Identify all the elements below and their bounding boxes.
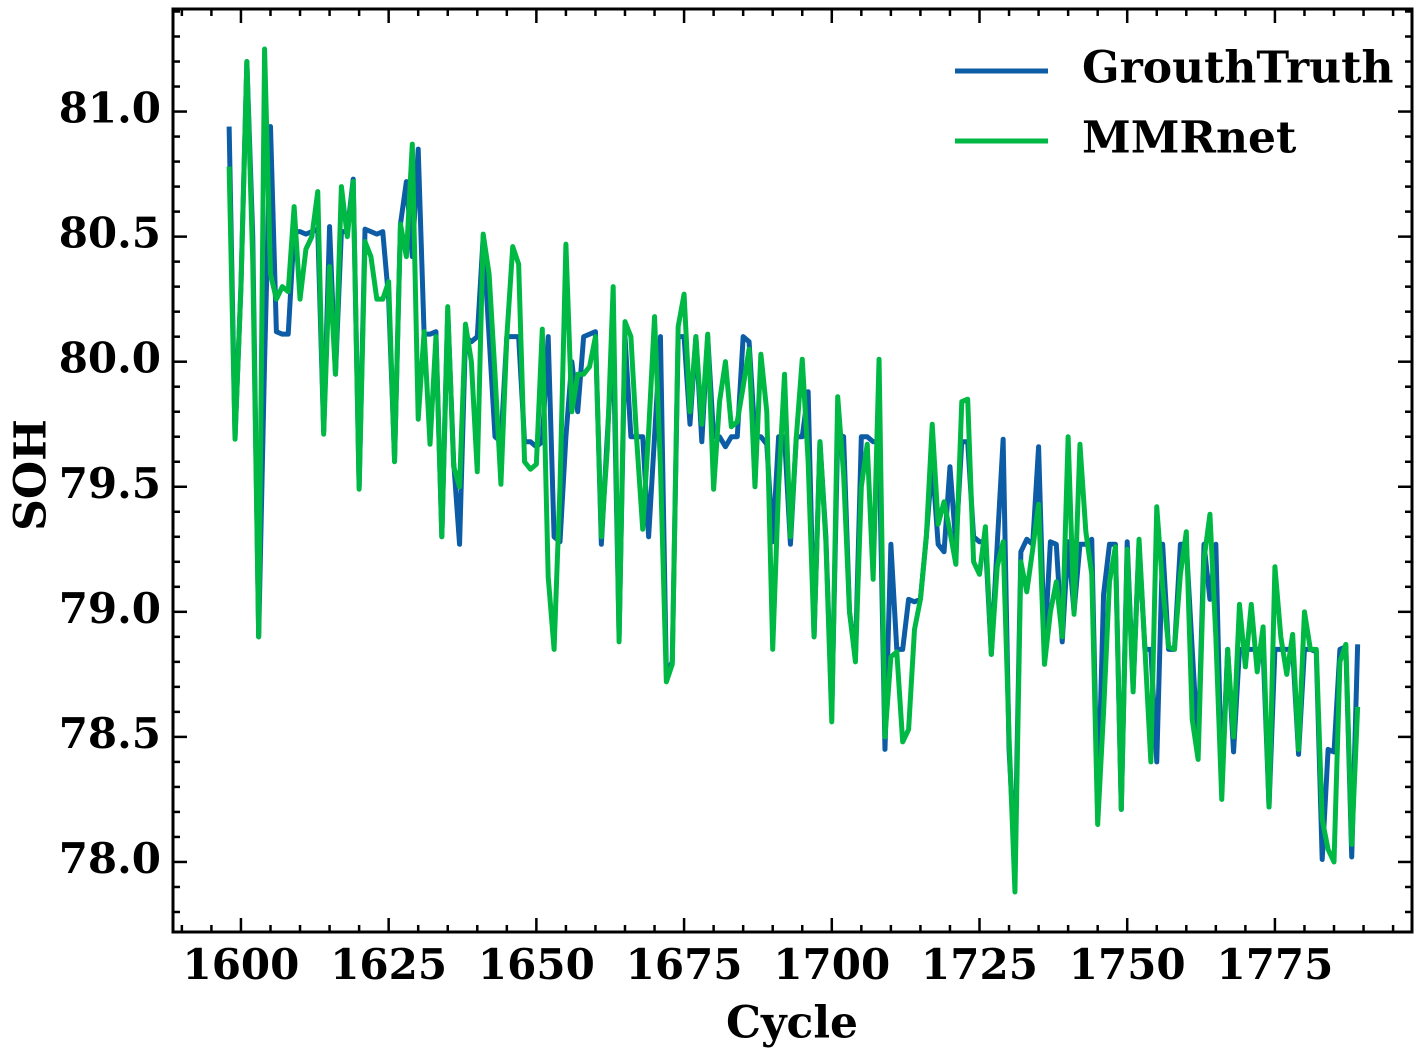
y-tick-label: 81.0 [59, 84, 161, 133]
x-tick-label: 1700 [773, 940, 890, 989]
y-tick-label: 78.0 [59, 834, 161, 883]
x-tick-label: 1650 [478, 940, 595, 989]
x-tick-label: 1600 [182, 940, 299, 989]
x-axis-label: Cycle [726, 998, 858, 1049]
y-tick-label: 80.0 [59, 334, 161, 383]
line-series [226, 46, 1361, 895]
x-tick-label: 1750 [1069, 940, 1186, 989]
x-tick-label: 1775 [1216, 940, 1333, 989]
legend-label: GrouthTruth [1082, 43, 1393, 94]
y-tick-label: 79.0 [59, 584, 161, 633]
x-tick-label: 1675 [626, 940, 743, 989]
legend-label: MMRnet [1082, 113, 1297, 164]
plot-frame [171, 7, 1414, 934]
y-tick-label: 80.5 [59, 209, 161, 258]
y-tick-label: 79.5 [59, 459, 161, 508]
x-tick-label: 1625 [330, 940, 447, 989]
x-tick-label: 1725 [921, 940, 1038, 989]
y-tick-label: 78.5 [59, 709, 161, 758]
y-axis-label: SOH [6, 419, 57, 531]
